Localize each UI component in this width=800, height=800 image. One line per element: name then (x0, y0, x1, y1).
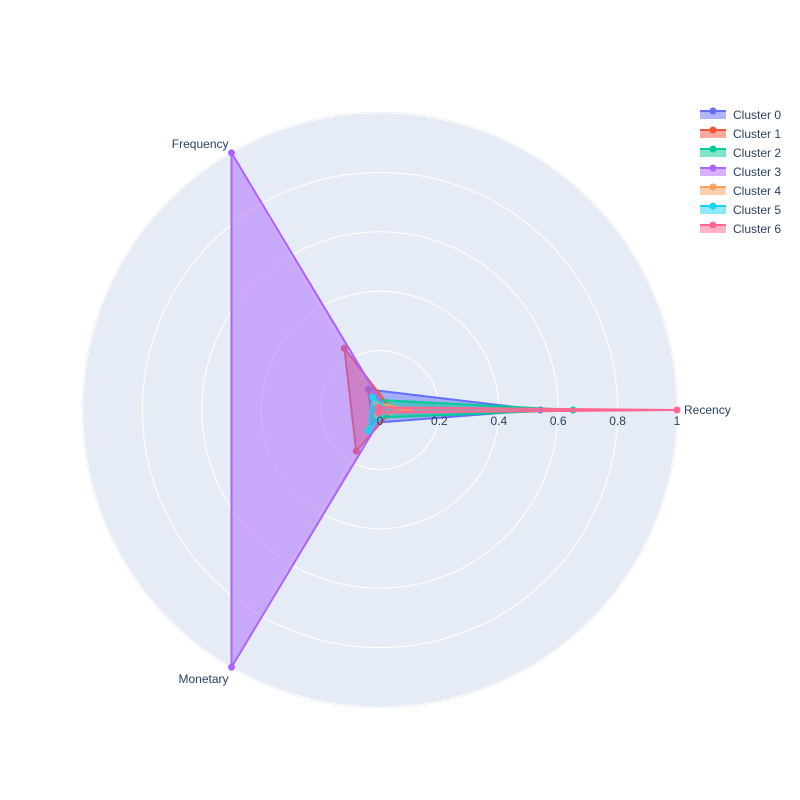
legend-marker (709, 202, 717, 210)
series-point (228, 663, 235, 671)
legend-item[interactable]: Cluster 2 (700, 145, 781, 161)
legend-label: Cluster 6 (733, 222, 781, 236)
legend-marker (709, 145, 717, 153)
radial-tick-label: 0 (377, 414, 384, 428)
legend-item[interactable]: Cluster 5 (700, 202, 781, 218)
angular-axis-labels: Recency Frequency Monetary (172, 137, 731, 686)
legend-swatch (700, 187, 726, 195)
legend-swatch (700, 168, 726, 176)
legend-marker (709, 221, 717, 229)
axis-label: Recency (684, 403, 731, 417)
legend-item[interactable]: Cluster 0 (700, 107, 781, 123)
series-point (375, 403, 383, 411)
legend-label: Cluster 1 (733, 127, 781, 141)
legend-item[interactable]: Cluster 6 (700, 221, 781, 237)
series-layer (228, 149, 681, 671)
series-area (230, 151, 387, 669)
series-point (673, 406, 681, 414)
legend[interactable]: Cluster 0 Cluster 1 Cluster 2 Cluster 3 Clus… (700, 107, 781, 237)
legend-item[interactable]: Cluster 4 (700, 183, 781, 199)
series-point (228, 149, 235, 157)
radial-tick-label: 0.2 (431, 414, 448, 428)
legend-label: Cluster 2 (733, 146, 781, 160)
radial-tick-label: 1 (674, 414, 681, 428)
series-cluster-6 (375, 403, 681, 417)
axis-label: Monetary (178, 672, 228, 686)
legend-marker (709, 107, 717, 115)
radial-tick-labels: 0 0.2 0.4 0.6 0.8 1 (377, 414, 681, 428)
radial-tick-label: 0.6 (550, 414, 567, 428)
legend-label: Cluster 0 (733, 108, 781, 122)
legend-item[interactable]: Cluster 3 (700, 164, 781, 180)
legend-swatch (700, 225, 726, 233)
series-point (369, 393, 377, 401)
legend-swatch (700, 130, 726, 138)
legend-label: Cluster 5 (733, 203, 781, 217)
legend-marker (709, 164, 717, 172)
series-point (375, 409, 383, 417)
axis-label: Frequency (172, 137, 229, 151)
radial-tick-label: 0.4 (490, 414, 507, 428)
series-point (364, 427, 372, 435)
legend-item[interactable]: Cluster 1 (700, 126, 781, 142)
legend-swatch (700, 206, 726, 214)
radial-tick-label: 0.8 (609, 414, 626, 428)
legend-swatch (700, 149, 726, 157)
legend-label: Cluster 4 (733, 184, 781, 198)
legend-marker (709, 126, 717, 134)
legend-swatch (700, 111, 726, 119)
legend-marker (709, 183, 717, 191)
legend-label: Cluster 3 (733, 165, 781, 179)
